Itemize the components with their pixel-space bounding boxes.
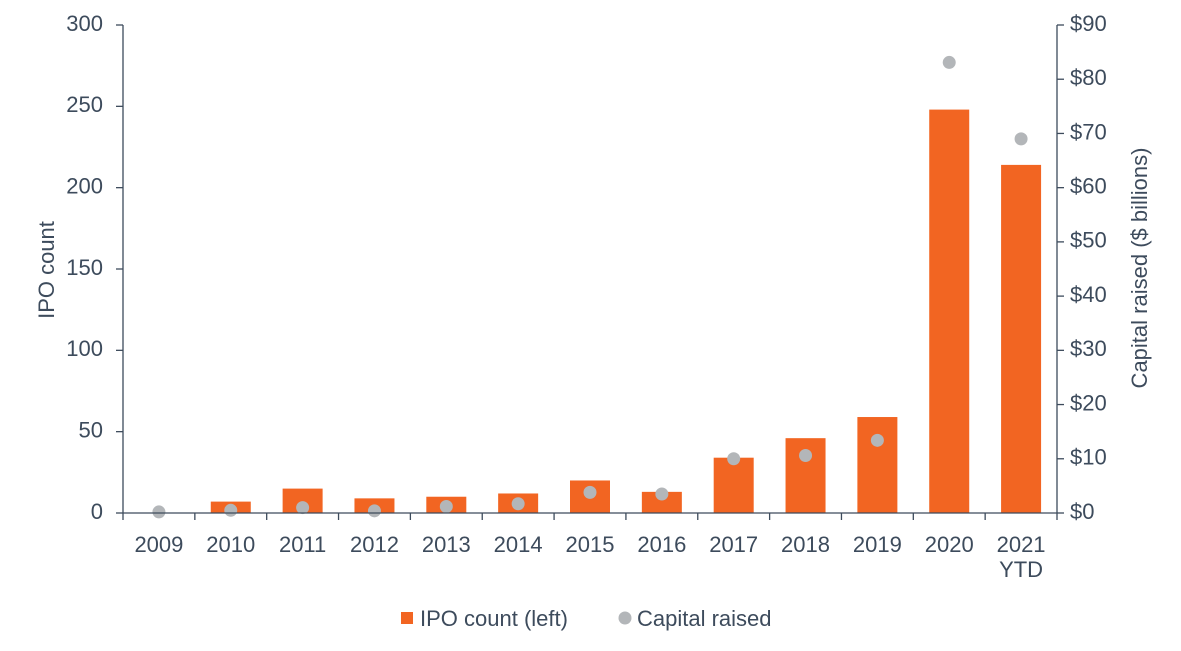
x-tick-label: 2019 (853, 532, 902, 557)
bar-2016 (641, 491, 682, 513)
point-2021-ytd (1014, 132, 1028, 146)
x-tick-label: 2011 (279, 532, 326, 557)
point-series-group (152, 55, 1028, 519)
left-tick-label: 150 (66, 255, 103, 280)
x-tick-label: 2021 YTD (997, 532, 1046, 582)
right-tick-label: $10 (1070, 445, 1107, 470)
x-ticks: 2009 2010 2011 2012 2013 2014 2015 2016 2017 2018… (122, 513, 1058, 582)
bar-2019 (857, 417, 898, 513)
x-tick-label: 2012 (350, 532, 399, 557)
left-tick-label: 250 (66, 92, 103, 117)
x-tick-label: 2013 (422, 532, 471, 557)
x-tick-label: 2020 (925, 532, 974, 557)
legend: IPO count (left) Capital raised (401, 606, 772, 631)
right-tick-label: $20 (1070, 390, 1107, 415)
right-tick-label: $40 (1070, 282, 1107, 307)
point-2011 (296, 501, 310, 515)
point-2014 (511, 497, 525, 511)
left-tick-label: 200 (66, 173, 103, 198)
left-tick-label: 0 (91, 499, 103, 524)
right-y-ticks: $0 $10 $20 $30 $40 $50 $60 $70 $80 $90 (1057, 11, 1107, 524)
x-tick-label: 2017 (709, 532, 758, 557)
legend-swatch-capital-raised (618, 611, 632, 625)
x-tick-label: 2009 (134, 532, 183, 557)
point-2012 (367, 504, 381, 518)
right-y-axis-title: Capital raised ($ billions) (1127, 148, 1152, 389)
bar-2017 (713, 457, 754, 513)
point-2010 (224, 503, 238, 517)
right-tick-label: $70 (1070, 119, 1107, 144)
legend-label-ipo-count: IPO count (left) (420, 606, 568, 631)
left-tick-label: 50 (79, 417, 103, 442)
bar-2020 (929, 109, 970, 513)
x-tick-label: 2016 (637, 532, 686, 557)
right-tick-label: $30 (1070, 336, 1107, 361)
left-y-ticks: 0 50 100 150 200 250 300 (66, 11, 123, 524)
left-tick-label: 100 (66, 336, 103, 361)
point-2013 (439, 499, 453, 513)
legend-label-capital-raised: Capital raised (637, 606, 772, 631)
bar-2021-ytd (1001, 164, 1042, 513)
right-tick-label: $80 (1070, 65, 1107, 90)
left-y-axis-title: IPO count (34, 221, 59, 319)
point-2017 (727, 452, 741, 466)
x-tick-label: 2010 (206, 532, 255, 557)
axes-group (122, 25, 1058, 514)
point-2009 (152, 505, 166, 519)
x-tick-label: 2014 (494, 532, 543, 557)
legend-swatch-ipo-count (401, 612, 413, 624)
right-tick-label: $90 (1070, 11, 1107, 36)
right-tick-label: $50 (1070, 228, 1107, 253)
point-2018 (799, 449, 813, 463)
x-tick-label: 2015 (566, 532, 615, 557)
point-2015 (583, 485, 597, 499)
bar-series-group (210, 109, 1042, 513)
point-2020 (942, 55, 956, 69)
left-tick-label: 300 (66, 11, 103, 36)
right-tick-label: $60 (1070, 173, 1107, 198)
x-tick-label: 2018 (781, 532, 830, 557)
point-2019 (870, 433, 884, 447)
point-2016 (655, 487, 669, 501)
right-tick-label: $0 (1070, 499, 1094, 524)
